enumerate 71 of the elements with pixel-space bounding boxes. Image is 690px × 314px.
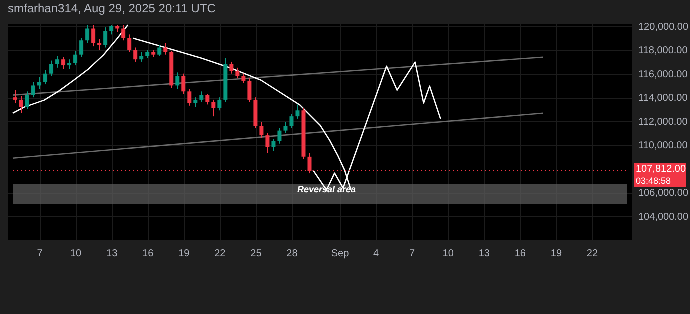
x-tick-label: Sep <box>331 248 350 260</box>
y-tick-label: 106,000.00 <box>638 188 689 200</box>
candlestick <box>44 70 48 86</box>
candlestick <box>278 128 282 144</box>
candlestick <box>206 94 210 106</box>
candlestick <box>188 88 192 106</box>
candlestick <box>122 24 126 42</box>
y-tick-label: 116,000.00 <box>638 69 688 80</box>
candlestick <box>56 56 60 68</box>
candlestick <box>182 73 186 95</box>
x-tick-label: 7 <box>37 248 44 260</box>
text: 03:48:58 <box>636 176 672 186</box>
candlestick <box>242 73 246 84</box>
x-tick-label: 4 <box>374 248 380 260</box>
candlestick <box>68 59 72 70</box>
candlestick <box>14 90 18 104</box>
chart-title: smfarhan314, Aug 29, 2025 20:11 UTC <box>8 1 216 16</box>
candlestick <box>212 99 216 118</box>
candlestick <box>176 72 180 90</box>
line-series <box>12 24 129 114</box>
candlestick <box>86 24 90 44</box>
candlestick <box>230 61 234 74</box>
y-tick-label: 120,000.00 <box>638 22 689 33</box>
x-tick-label: 19 <box>550 248 562 260</box>
candlestick <box>62 56 66 70</box>
y-tick-label: 114,000.00 <box>638 93 688 104</box>
candlestick <box>128 34 132 53</box>
candlestick <box>194 97 198 108</box>
candlestick <box>50 60 54 77</box>
x-tick-label: 13 <box>106 248 118 260</box>
annotation: Reversal area <box>297 184 356 194</box>
candlestick <box>134 47 138 62</box>
x-tick-label: 16 <box>142 248 154 260</box>
x-tick-label: 28 <box>286 248 298 260</box>
candlestick <box>74 50 78 66</box>
candlestick <box>32 82 36 98</box>
x-tick-label: 13 <box>478 248 490 260</box>
candlestick <box>110 24 114 36</box>
x-tick-label: 10 <box>442 248 454 260</box>
candlestick <box>266 132 270 154</box>
candlestick <box>158 44 162 57</box>
candlestick <box>248 78 252 103</box>
ref-line-label: 107,812.00 <box>636 164 686 176</box>
candlestick <box>26 91 30 110</box>
y-tick-label: 104,000.00 <box>638 212 689 223</box>
candlestick <box>296 104 300 120</box>
x-tick-label: 22 <box>586 248 598 260</box>
x-tick-label: 10 <box>70 248 82 260</box>
candlestick <box>140 52 144 62</box>
candlestick <box>284 122 288 134</box>
candlestick <box>272 138 276 152</box>
x-tick-label: 22 <box>214 248 226 260</box>
x-tick-label: 25 <box>250 248 262 260</box>
y-tick-label: 118,000.00 <box>638 46 688 57</box>
candlestick <box>92 24 96 48</box>
y-tick-label: 112,000.00 <box>638 116 688 128</box>
candlestick <box>260 122 264 138</box>
candlestick <box>218 97 222 112</box>
x-tick-label: 7 <box>410 248 416 260</box>
x-tick-label: 19 <box>178 248 190 260</box>
candlestick <box>98 38 102 51</box>
candlestick <box>200 91 204 103</box>
candlestick <box>20 96 24 114</box>
x-tick-label: 16 <box>514 248 526 260</box>
candlestick <box>104 27 108 48</box>
candlestick <box>80 38 84 58</box>
candlestick <box>38 76 42 90</box>
y-tick-label: 110,000.00 <box>638 140 688 152</box>
candlestick <box>290 114 294 129</box>
candlestick <box>236 67 240 80</box>
candlestick <box>164 42 168 56</box>
